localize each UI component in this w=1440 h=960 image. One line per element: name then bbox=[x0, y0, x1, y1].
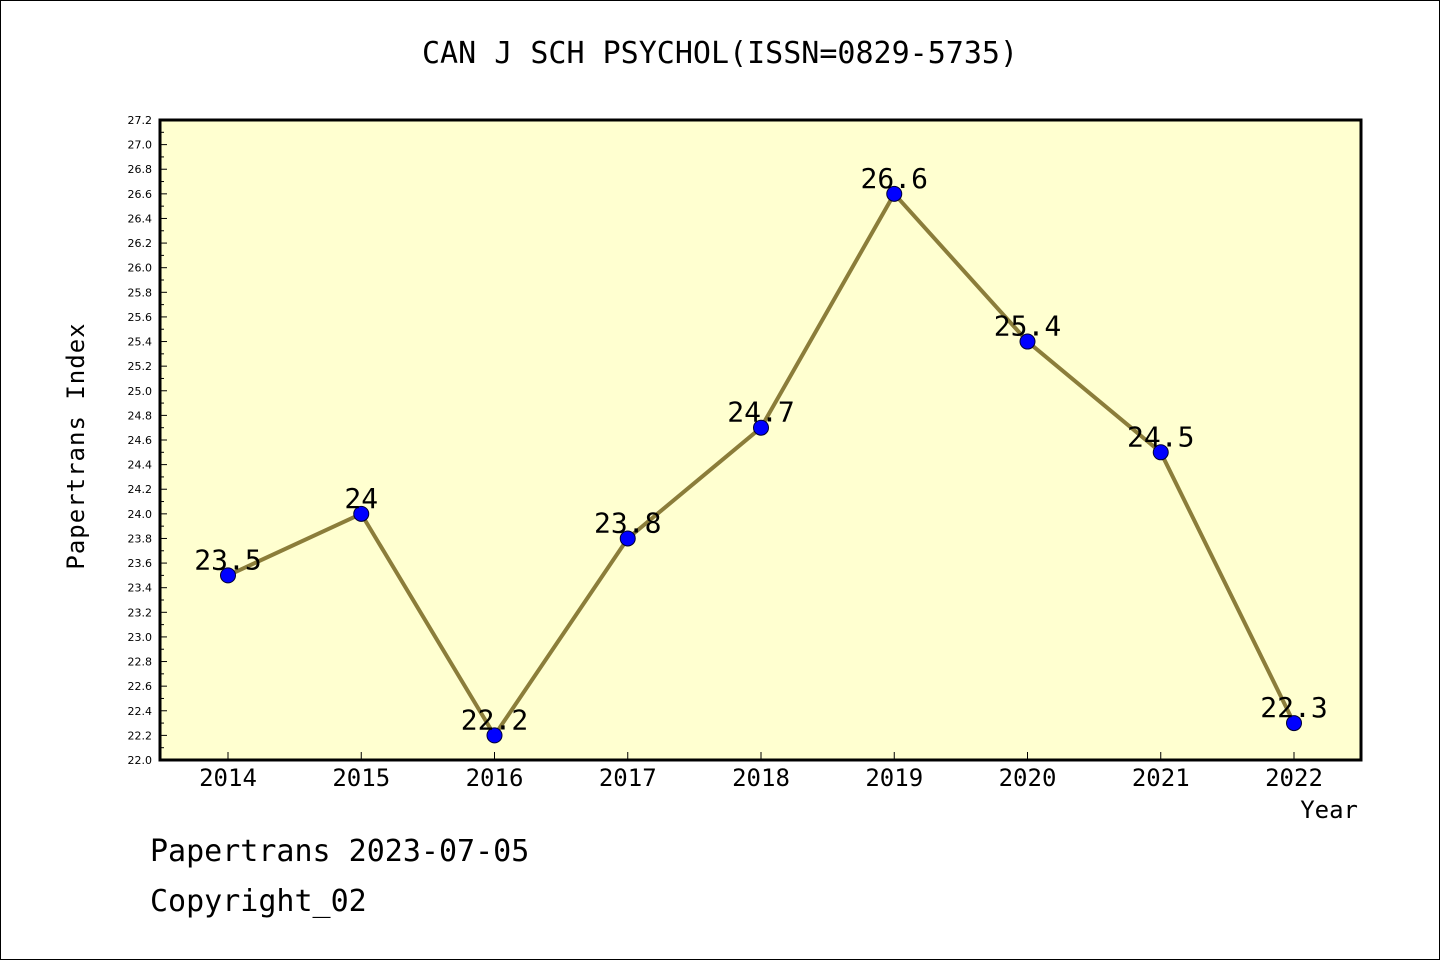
x-tick-label: 2015 bbox=[332, 764, 390, 792]
data-point bbox=[486, 727, 503, 744]
y-tick-label: 25.8 bbox=[128, 286, 153, 299]
x-tick-label: 2022 bbox=[1265, 764, 1323, 792]
y-tick-label: 24.4 bbox=[128, 459, 153, 472]
y-tick-label: 25.4 bbox=[128, 336, 153, 349]
y-tick-label: 27.0 bbox=[128, 139, 153, 152]
data-label: 23.8 bbox=[594, 506, 661, 539]
y-tick-label: 24.6 bbox=[128, 434, 153, 447]
data-label: 22.3 bbox=[1260, 691, 1327, 724]
data-label: 22.2 bbox=[461, 703, 528, 736]
y-tick-label: 25.0 bbox=[128, 385, 153, 398]
y-tick-label: 23.6 bbox=[128, 557, 153, 570]
data-label: 24.7 bbox=[727, 396, 794, 429]
y-tick-label: 22.6 bbox=[128, 680, 153, 693]
x-axis-label: Year bbox=[1300, 796, 1358, 824]
data-label: 26.6 bbox=[861, 162, 928, 195]
data-label: 24 bbox=[344, 482, 378, 515]
x-tick-label: 2020 bbox=[999, 764, 1057, 792]
y-tick-label: 22.8 bbox=[128, 656, 153, 669]
y-tick-label: 25.2 bbox=[128, 360, 153, 373]
y-tick-label: 25.6 bbox=[128, 311, 153, 324]
data-point bbox=[1019, 333, 1036, 350]
data-point bbox=[353, 505, 370, 522]
data-label: 25.4 bbox=[994, 310, 1061, 343]
y-tick-label: 26.2 bbox=[128, 237, 153, 250]
y-tick-label: 23.4 bbox=[128, 582, 153, 595]
y-tick-label: 24.8 bbox=[128, 409, 153, 422]
y-tick-label: 27.2 bbox=[128, 114, 153, 127]
x-tick-label: 2017 bbox=[599, 764, 657, 792]
data-point bbox=[220, 567, 236, 584]
y-tick-label: 23.2 bbox=[128, 606, 153, 619]
data-point bbox=[1286, 715, 1302, 732]
plot-area bbox=[160, 120, 1361, 760]
y-tick-label: 23.8 bbox=[128, 532, 153, 545]
x-tick-label: 2019 bbox=[865, 764, 923, 792]
y-tick-label: 24.0 bbox=[128, 508, 153, 521]
y-tick-label: 22.2 bbox=[128, 729, 153, 742]
data-label: 23.5 bbox=[194, 543, 261, 576]
y-tick-label: 26.4 bbox=[128, 212, 153, 225]
data-point bbox=[619, 530, 636, 547]
footer-date: Papertrans 2023-07-05 bbox=[150, 834, 530, 869]
x-tick-label: 2016 bbox=[466, 764, 524, 792]
data-point bbox=[886, 185, 903, 202]
y-tick-label: 26.6 bbox=[128, 188, 153, 201]
x-tick-label: 2014 bbox=[199, 764, 257, 792]
chart-title: CAN J SCH PSYCHOL(ISSN=0829-5735) bbox=[421, 36, 1019, 71]
y-tick-label: 26.8 bbox=[128, 163, 153, 176]
y-tick-label: 24.2 bbox=[128, 483, 153, 496]
x-tick-label: 2018 bbox=[732, 764, 790, 792]
y-tick-label: 22.4 bbox=[128, 705, 153, 718]
x-tick-label: 2021 bbox=[1132, 764, 1190, 792]
data-label: 24.5 bbox=[1127, 420, 1194, 453]
y-tick-label: 26.0 bbox=[128, 262, 153, 275]
footer-copyright: Copyright_02 bbox=[150, 884, 367, 919]
y-tick-label: 22.0 bbox=[128, 754, 153, 767]
data-point bbox=[753, 419, 769, 436]
y-tick-label: 23.0 bbox=[128, 631, 153, 644]
plot-border bbox=[158, 118, 1363, 762]
data-point bbox=[1152, 444, 1169, 461]
